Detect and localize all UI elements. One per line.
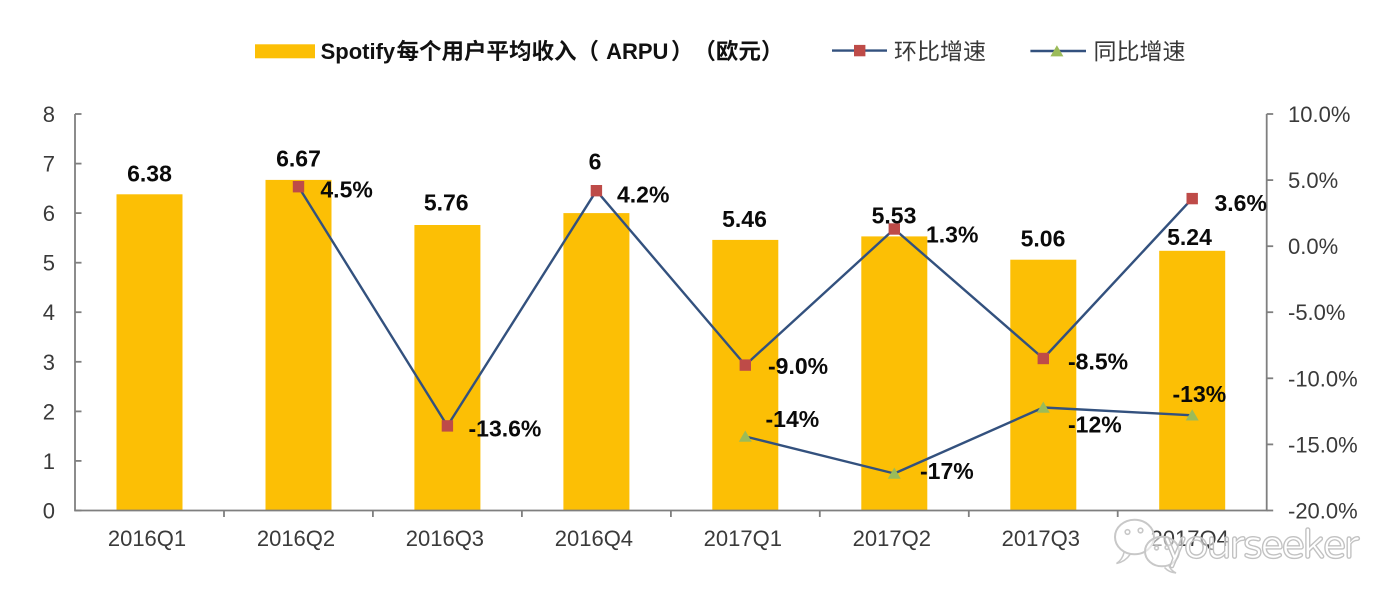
svg-text:3.6%: 3.6% xyxy=(1215,190,1267,216)
svg-text:4: 4 xyxy=(43,300,55,325)
svg-text:5.53: 5.53 xyxy=(872,202,917,228)
svg-text:-5.0%: -5.0% xyxy=(1288,300,1345,325)
svg-text:-10.0%: -10.0% xyxy=(1288,366,1358,391)
svg-text:2016Q3: 2016Q3 xyxy=(406,526,484,551)
svg-text:Spotify: Spotify xyxy=(321,39,396,64)
svg-text:6: 6 xyxy=(589,149,602,175)
svg-text:-13.6%: -13.6% xyxy=(469,416,542,442)
svg-text:-9.0%: -9.0% xyxy=(768,353,828,379)
svg-text:5.0%: 5.0% xyxy=(1288,168,1338,193)
svg-text:5.46: 5.46 xyxy=(722,206,767,232)
svg-text:2016Q1: 2016Q1 xyxy=(108,526,186,551)
svg-text:2016Q2: 2016Q2 xyxy=(257,526,335,551)
svg-text:6.38: 6.38 xyxy=(127,160,172,186)
svg-text:2017Q2: 2017Q2 xyxy=(853,526,931,551)
svg-text:-13%: -13% xyxy=(1173,381,1227,407)
svg-text:0.0%: 0.0% xyxy=(1288,234,1338,259)
svg-text:4.2%: 4.2% xyxy=(617,182,669,208)
svg-text:2: 2 xyxy=(43,399,55,424)
svg-text:8: 8 xyxy=(43,102,55,127)
svg-text:5.06: 5.06 xyxy=(1021,226,1066,252)
svg-text:6.67: 6.67 xyxy=(276,145,321,171)
svg-text:-14%: -14% xyxy=(766,406,820,432)
svg-text:10.0%: 10.0% xyxy=(1288,102,1350,127)
svg-text:2017Q1: 2017Q1 xyxy=(704,526,782,551)
svg-text:1.3%: 1.3% xyxy=(926,222,978,248)
svg-text:7: 7 xyxy=(43,152,55,177)
svg-text:2017Q3: 2017Q3 xyxy=(1002,526,1080,551)
svg-text:4.5%: 4.5% xyxy=(320,177,372,203)
svg-text:-8.5%: -8.5% xyxy=(1068,349,1128,375)
svg-text:5.24: 5.24 xyxy=(1167,224,1212,250)
svg-text:1: 1 xyxy=(43,449,55,474)
svg-text:-20.0%: -20.0% xyxy=(1288,499,1358,524)
svg-text:-12%: -12% xyxy=(1068,412,1122,438)
svg-text:-17%: -17% xyxy=(920,458,974,484)
svg-text:ARPU: ARPU xyxy=(606,39,668,64)
svg-text:-15.0%: -15.0% xyxy=(1288,432,1358,457)
svg-text:0: 0 xyxy=(43,499,55,524)
svg-text:5: 5 xyxy=(43,251,55,276)
svg-text:6: 6 xyxy=(43,201,55,226)
svg-text:2016Q4: 2016Q4 xyxy=(555,526,633,551)
svg-text:3: 3 xyxy=(43,350,55,375)
svg-text:5.76: 5.76 xyxy=(424,190,469,216)
